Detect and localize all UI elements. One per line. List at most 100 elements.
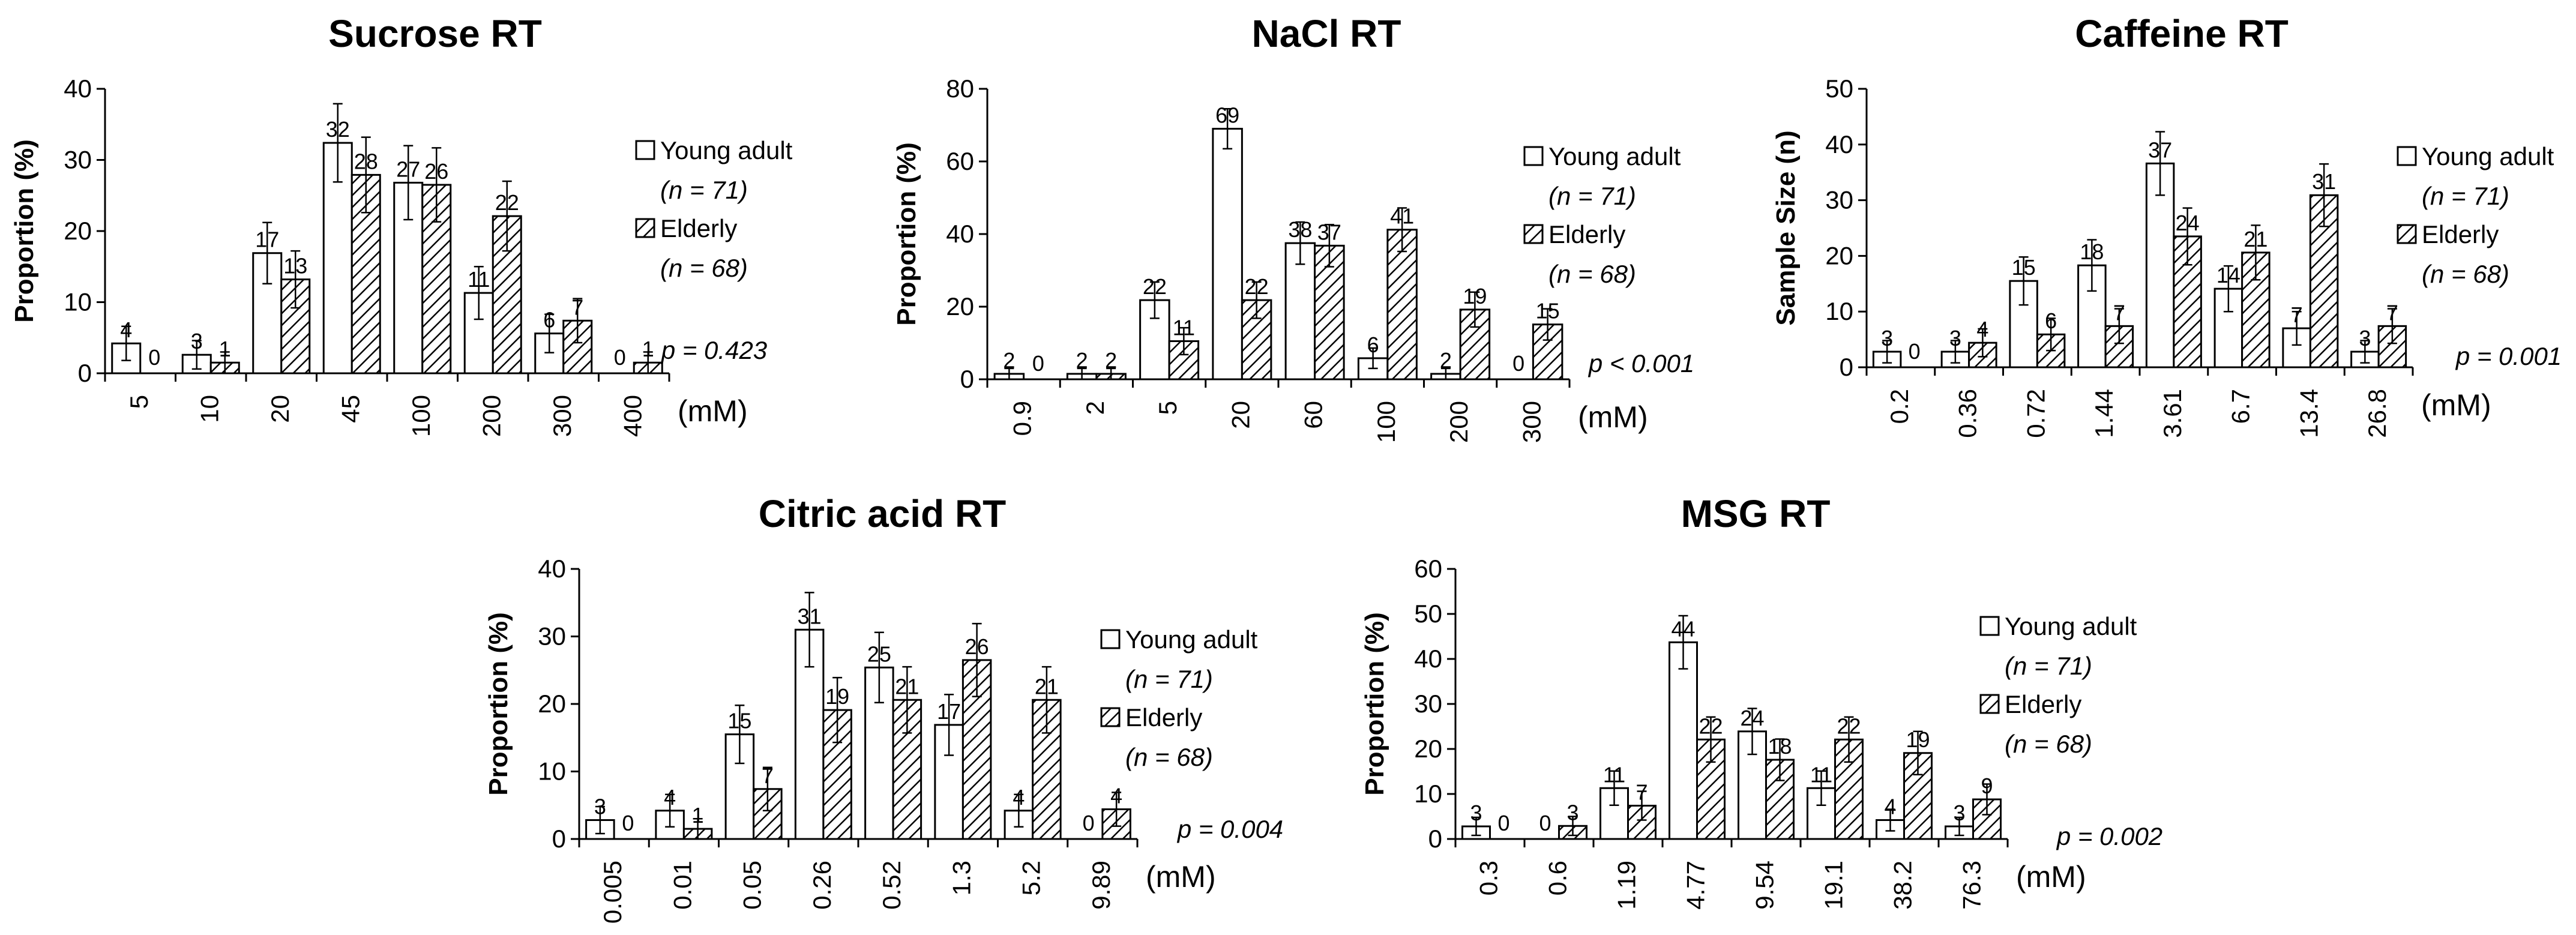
data-label: 3	[1566, 800, 1578, 825]
legend-swatch-young-adult	[2397, 146, 2417, 166]
data-label: 3	[1881, 326, 1893, 350]
x-tick-label: 0.26	[808, 861, 836, 910]
bar-elderly	[2241, 251, 2271, 368]
data-label: 0	[1083, 811, 1095, 835]
data-label: 21	[2243, 227, 2268, 251]
data-label: 3	[2359, 326, 2371, 350]
x-tick-label: 0.2	[1885, 389, 1913, 424]
x-tick-label: 5	[1154, 401, 1182, 415]
data-label: 17	[255, 227, 279, 252]
data-label: 0	[614, 345, 626, 370]
y-axis-label: Proportion (%)	[1360, 612, 1389, 796]
y-tick-label: 10	[64, 288, 92, 316]
data-label: 17	[937, 699, 961, 724]
x-tick-label: 100	[407, 395, 435, 437]
data-label: 0	[148, 345, 160, 370]
y-tick-label: 20	[538, 690, 566, 718]
y-tick-label: 20	[1414, 735, 1442, 763]
y-tick-label: 30	[1414, 690, 1442, 718]
x-tick-label: 1.3	[947, 861, 975, 895]
data-label: 22	[1837, 714, 1861, 738]
x-tick-label: 5	[125, 395, 153, 409]
x-tick-label: 3.61	[2158, 389, 2186, 438]
y-tick-label: 10	[1414, 780, 1442, 808]
data-label: 2	[1076, 348, 1088, 373]
legend-n-young-adult: (n = 71)	[2005, 652, 2092, 680]
legend-label-young-adult: Young adult	[2005, 612, 2137, 640]
data-label: 18	[2080, 239, 2104, 264]
x-tick-label: 19.1	[1820, 861, 1848, 910]
y-tick-label: 10	[1825, 297, 1853, 325]
x-unit-label: (mM)	[1578, 400, 1648, 434]
y-axis-label: Proportion (%)	[10, 139, 39, 323]
x-tick-label: 0.3	[1475, 861, 1503, 895]
y-tick-label: 40	[1825, 130, 1853, 158]
y-tick-label: 80	[946, 74, 974, 103]
data-label: 2	[1003, 348, 1015, 373]
y-tick-label: 50	[1414, 600, 1442, 628]
x-tick-label: 20	[266, 395, 294, 423]
data-label: 31	[798, 604, 822, 628]
legend-n-elderly: (n = 68)	[660, 254, 748, 282]
chart-title: MSG RT	[1681, 492, 1831, 535]
data-label: 14	[2216, 263, 2240, 287]
x-tick-label: 300	[548, 395, 576, 437]
data-label: 69	[1215, 103, 1239, 128]
bar-young-adult	[2145, 162, 2175, 368]
x-tick-label: 2	[1081, 401, 1109, 415]
x-tick-label: 60	[1299, 401, 1328, 429]
bar-young-adult	[1669, 641, 1698, 840]
data-label: 38	[1288, 217, 1312, 242]
x-tick-label: 5.2	[1017, 861, 1046, 895]
y-axis-label: Proportion (%)	[892, 142, 921, 326]
x-tick-label: 9.54	[1751, 861, 1779, 910]
data-label: 44	[1671, 616, 1695, 641]
data-label: 15	[1536, 299, 1560, 323]
legend: Young adult (n = 71) Elderly (n = 68)	[1523, 142, 1681, 288]
data-label: 6	[543, 308, 555, 332]
y-axis-label: Sample Size (n)	[1771, 130, 1801, 325]
data-label: 3	[1953, 801, 1965, 825]
y-tick-label: 40	[1414, 645, 1442, 673]
legend-swatch-elderly	[1979, 694, 2000, 714]
data-label: 24	[2176, 211, 2200, 235]
chart-title: NaCl RT	[1252, 12, 1401, 55]
x-unit-label: (mM)	[1146, 860, 1216, 894]
data-label: 11	[1810, 762, 1832, 787]
data-label: 0	[622, 811, 634, 835]
x-unit-label: (mM)	[2421, 388, 2491, 422]
x-tick-label: 20	[1226, 401, 1254, 429]
data-label: 27	[396, 157, 420, 181]
x-tick-label: 100	[1372, 401, 1400, 443]
x-tick-label: 0.005	[598, 861, 627, 924]
legend-n-young-adult: (n = 71)	[1125, 665, 1213, 693]
legend-swatch-elderly	[635, 218, 655, 238]
data-label: 28	[354, 149, 378, 173]
data-label: 31	[2312, 169, 2336, 194]
x-tick-label: 1.19	[1613, 861, 1641, 910]
legend-label-young-adult: Young adult	[1548, 142, 1681, 170]
legend-label-elderly: Elderly	[660, 214, 737, 242]
data-label: 26	[965, 634, 989, 659]
data-label: 41	[1390, 204, 1414, 229]
x-tick-label: 26.8	[2363, 389, 2391, 438]
x-tick-label: 300	[1517, 401, 1545, 443]
legend: Young adult (n = 71) Elderly (n = 68)	[635, 136, 793, 282]
legend-n-elderly: (n = 68)	[1548, 260, 1636, 288]
y-tick-label: 50	[1825, 74, 1853, 103]
x-tick-label: 45	[336, 395, 364, 423]
data-label: 3	[1949, 326, 1961, 350]
data-label: 15	[2012, 255, 2036, 280]
y-tick-label: 40	[64, 74, 92, 103]
data-label: 11	[468, 267, 490, 292]
legend-label-young-adult: Young adult	[2422, 142, 2554, 170]
legend-n-young-adult: (n = 71)	[660, 176, 748, 204]
y-tick-label: 0	[960, 365, 974, 393]
x-tick-label: 0.01	[668, 861, 696, 910]
data-label: 2	[1105, 348, 1117, 373]
x-tick-label: 76.3	[1958, 861, 1986, 910]
data-label: 7	[2386, 300, 2398, 325]
